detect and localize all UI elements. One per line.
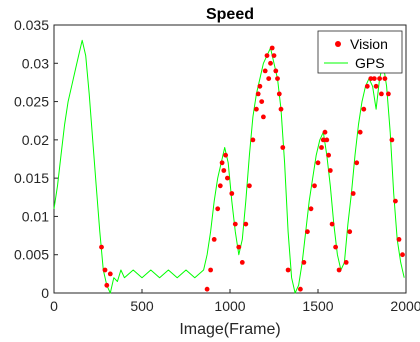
vision-point: [319, 145, 324, 150]
x-tick-label: 1000: [214, 298, 245, 314]
y-axis-ticks: 0 0.005 0.01 0.015 0.02 0.025 0.03 0.035: [14, 17, 58, 301]
vision-point: [386, 91, 391, 97]
vision-point: [312, 183, 317, 189]
vision-point: [266, 76, 272, 81]
vision-point: [99, 244, 104, 250]
legend: Vision GPS: [317, 30, 403, 74]
vision-point: [264, 53, 270, 58]
vision-point: [219, 160, 225, 166]
y-tick-label: 0.015: [14, 170, 49, 186]
y-tick-label: 0: [41, 285, 49, 301]
vision-point: [229, 191, 235, 196]
vision-point: [278, 106, 284, 112]
vision-point: [368, 76, 374, 81]
vision-point: [305, 229, 310, 235]
vision-point: [393, 198, 398, 204]
vision-point: [261, 114, 266, 120]
vision-point: [255, 91, 261, 97]
vision-point: [327, 168, 333, 173]
x-axis-label: Image(Frame): [179, 321, 280, 338]
vision-point: [243, 221, 249, 227]
vision-point: [232, 221, 238, 227]
vision-point: [275, 76, 280, 81]
vision-point: [350, 191, 356, 196]
x-tick-label: 1500: [302, 298, 333, 314]
vision-point: [354, 160, 360, 166]
vision-point: [107, 271, 113, 277]
vision-point: [357, 129, 363, 135]
y-tick-label: 0.025: [14, 94, 49, 110]
vision-point: [204, 286, 210, 292]
vision-point: [239, 260, 245, 265]
vision-point: [223, 152, 229, 158]
vision-point: [254, 106, 259, 112]
vision-point: [250, 137, 256, 143]
gps-series: [53, 39, 405, 294]
vision-point: [347, 229, 353, 235]
vision-point: [280, 145, 286, 150]
vision-point: [364, 83, 370, 89]
vision-point: [208, 267, 214, 273]
y-tick-label: 0.035: [14, 17, 49, 33]
x-axis-ticks: 0 500 1000 1500 2000: [50, 289, 420, 314]
y-tick-label: 0.01: [22, 208, 49, 224]
legend-vision-label: Vision: [350, 36, 388, 52]
vision-point: [298, 286, 303, 292]
vision-point: [104, 282, 110, 288]
x-tick-label: 500: [130, 298, 154, 314]
y-tick-label: 0.02: [22, 132, 49, 148]
vision-point: [333, 244, 338, 250]
vision-point: [102, 267, 108, 273]
vision-point: [377, 76, 382, 81]
vision-point: [215, 206, 221, 212]
legend-vision-marker: [335, 41, 341, 47]
vision-point: [262, 68, 268, 74]
vision-point: [389, 137, 395, 143]
vision-point: [371, 76, 377, 81]
vision-point: [268, 60, 273, 66]
vision-point: [379, 91, 384, 97]
vision-point: [225, 175, 230, 181]
vision-point: [373, 83, 379, 89]
vision-point: [301, 260, 307, 265]
y-tick-label: 0.03: [22, 55, 49, 71]
vision-point: [324, 137, 330, 143]
vision-point: [217, 183, 223, 189]
vision-point: [247, 183, 252, 189]
legend-box: [317, 30, 403, 74]
vision-point: [211, 237, 217, 242]
vision-point: [221, 168, 227, 173]
x-tick-label: 0: [50, 298, 58, 314]
vision-point: [276, 91, 282, 97]
vision-point: [320, 137, 326, 143]
x-tick-label: 2000: [390, 298, 420, 314]
vision-point: [400, 252, 405, 258]
vision-point: [326, 152, 331, 158]
vision-point: [273, 68, 279, 74]
vision-point: [285, 267, 291, 273]
vision-point: [269, 45, 275, 51]
vision-point: [308, 206, 314, 212]
vision-point: [343, 260, 349, 265]
gps-line: [53, 39, 405, 294]
vision-point: [382, 76, 388, 81]
vision-point: [396, 237, 402, 242]
vision-point: [271, 53, 277, 58]
vision-point: [322, 129, 328, 135]
vision-point: [361, 106, 367, 112]
legend-gps-label: GPS: [355, 55, 385, 71]
vision-point: [259, 99, 265, 104]
vision-point: [329, 221, 335, 227]
chart-title: Speed: [206, 6, 254, 23]
vision-point: [315, 160, 321, 166]
vision-point: [236, 244, 242, 250]
vision-point: [336, 267, 342, 273]
vision-point: [257, 83, 263, 89]
y-tick-label: 0.005: [14, 247, 49, 263]
